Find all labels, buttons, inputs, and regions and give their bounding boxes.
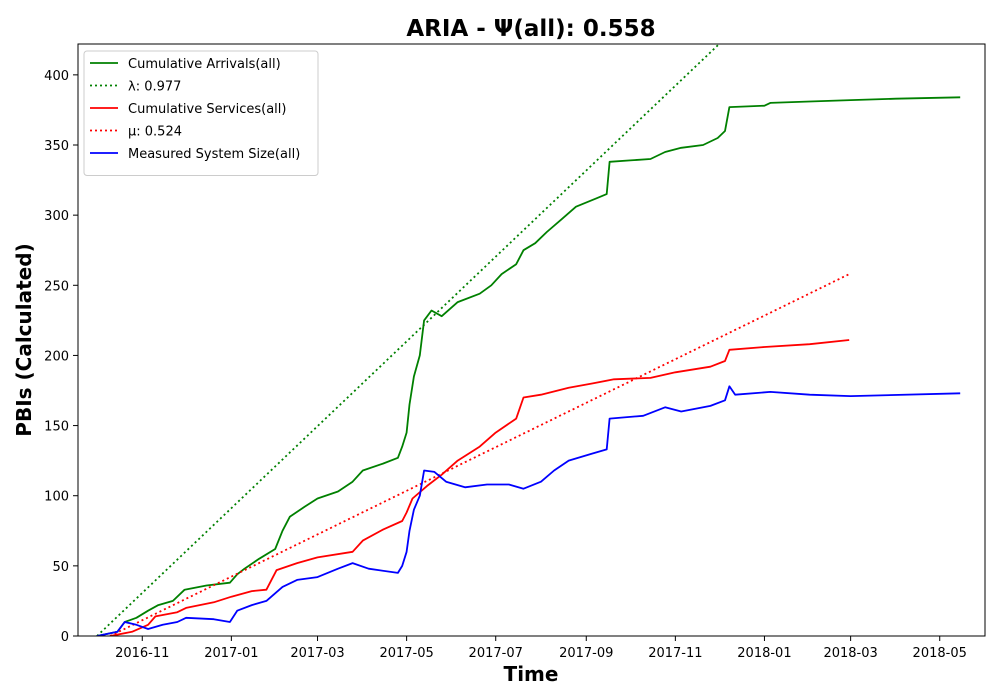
x-tick-label: 2017-01: [204, 646, 258, 661]
legend-label: Measured System Size(all): [128, 147, 300, 162]
series-line-4: [109, 273, 850, 636]
x-tick-label: 2017-07: [469, 646, 523, 661]
legend-label: Cumulative Arrivals(all): [128, 57, 281, 72]
chart-title: ARIA - Ψ(all): 0.558: [406, 16, 655, 42]
y-axis-title: PBIs (Calculated): [12, 243, 36, 436]
x-tick-label: 2017-05: [379, 646, 433, 661]
y-tick-label: 300: [44, 209, 69, 224]
legend-label: λ: 0.977: [128, 80, 181, 95]
legend-label: μ: 0.524: [128, 125, 182, 140]
series-line-3: [109, 339, 850, 636]
x-tick-label: 2018-01: [737, 646, 791, 661]
plot-frame: [77, 43, 986, 637]
x-tick-label: 2018-03: [823, 646, 877, 661]
x-tick-label: 2018-05: [913, 646, 967, 661]
y-tick-label: 0: [61, 630, 69, 645]
y-tick-label: 350: [44, 139, 69, 154]
legend-label: Cumulative Services(all): [128, 102, 286, 117]
series-line-2: [96, 44, 720, 636]
y-tick-label: 50: [52, 560, 69, 575]
y-tick-label: 100: [44, 490, 69, 505]
y-tick-label: 150: [44, 420, 69, 435]
x-tick-label: 2016-11: [115, 646, 169, 661]
legend-box: [83, 50, 319, 176]
y-tick-label: 250: [44, 279, 69, 294]
x-axis-ticks: 2016-11 2017-01 2017-03 2017-05 2017-07 2017-…: [115, 636, 967, 661]
plot-series: [96, 44, 961, 636]
series-line-5: [96, 385, 961, 636]
x-axis-title: Time: [504, 662, 559, 686]
series-line-1: [96, 96, 961, 636]
x-tick-label: 2017-11: [648, 646, 702, 661]
y-tick-label: 400: [44, 69, 69, 84]
x-tick-label: 2017-09: [559, 646, 613, 661]
x-tick-label: 2017-03: [290, 646, 344, 661]
y-tick-label: 200: [44, 349, 69, 364]
y-axis-ticks: 0 50 100 150 200 250 300 350 400: [44, 69, 78, 645]
legend: Cumulative Arrivals(all) λ: 0.977 Cumulati…: [83, 50, 319, 176]
